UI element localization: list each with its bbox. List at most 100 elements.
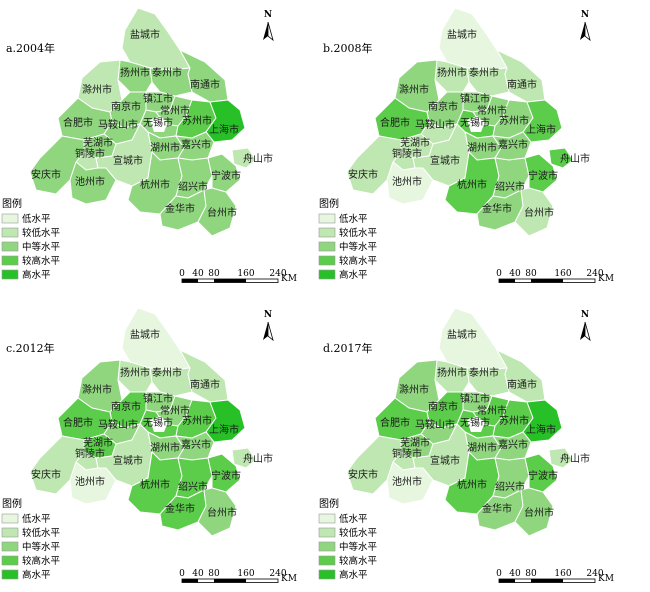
north-arrow-icon: N [263,10,274,42]
city-label: 南通市 [507,78,537,91]
city-label: 池州市 [392,475,422,488]
city-label: 宁波市 [528,469,558,482]
city-region-24 [207,453,241,493]
city-label: 台州市 [524,206,554,219]
legend-label: 较高水平 [339,555,378,567]
city-label: 湖州市 [150,441,180,454]
city-label: 泰州市 [469,366,499,379]
city-label: 嘉兴市 [498,438,528,451]
city-label: 镇江市 [460,92,490,105]
city-label: 滁州市 [82,83,112,96]
city-label: 湖州市 [150,141,180,154]
city-label: 扬州市 [437,366,467,379]
city-label: 扬州市 [120,66,150,79]
city-label: 宣城市 [430,454,460,467]
city-label: 嘉兴市 [181,138,211,151]
city-label: 滁州市 [82,383,112,396]
legend-swatch [1,213,19,224]
scale-tick-label: 240 [269,569,286,579]
scale-tick-label: 240 [586,269,603,279]
city-region-2 [117,359,153,393]
city-label: 南京市 [428,400,458,413]
city-label: 宣城市 [113,454,143,467]
legend-swatch [1,241,19,252]
city-label: 常州市 [160,404,190,417]
city-label: 镇江市 [143,92,173,105]
city-label: 无锡市 [143,116,173,129]
legend-label: 低水平 [339,213,368,225]
legend-label: 较高水平 [22,255,61,267]
legend-label: 中等水平 [22,241,61,253]
city-label: 铜陵市 [392,147,422,160]
scale-unit: KM [598,274,614,284]
city-label: 绍兴市 [495,480,525,493]
city-label: 台州市 [207,206,237,219]
city-label: 铜陵市 [75,147,105,160]
city-label: 马鞍山市 [98,418,138,431]
panel-title: d.2017年 [323,341,373,355]
lake-shape [467,116,485,132]
city-label: 宁波市 [528,169,558,182]
legend-swatch [318,569,336,580]
city-label: 嘉兴市 [498,138,528,151]
city-label: 芜湖市 [83,136,113,149]
city-label: 镇江市 [460,392,490,405]
city-region-18 [548,447,574,469]
legend-label: 低水平 [339,513,368,525]
city-label: 池州市 [75,475,105,488]
legend-swatch [1,541,19,552]
city-region-19 [346,435,402,495]
legend-swatch [1,513,19,524]
scale-tick-label: 160 [237,269,254,279]
city-label: 池州市 [75,175,105,188]
city-label: 常州市 [477,404,507,417]
legend-label: 低水平 [22,513,51,525]
city-label: 南京市 [428,100,458,113]
legend-label: 中等水平 [339,541,378,553]
legend-label: 较高水平 [22,555,61,567]
north-label: N [581,10,589,20]
legend-swatch [1,569,19,580]
city-label: 上海市 [209,123,239,136]
scale-tick-label: 0 [496,569,502,579]
legend-swatch [1,527,19,538]
city-label: 芜湖市 [83,436,113,449]
city-label: 舟山市 [243,452,273,465]
city-region-24 [207,153,241,193]
city-label: 湖州市 [467,141,497,154]
legend-label: 高水平 [339,269,368,281]
city-label: 宣城市 [430,154,460,167]
city-label: 绍兴市 [178,180,208,193]
city-region-18 [548,147,574,169]
city-label: 合肥市 [63,416,93,429]
north-arrow-icon: N [580,10,591,42]
legend-label: 高水平 [22,569,51,581]
legend-swatch [318,541,336,552]
city-label: 南通市 [507,378,537,391]
city-label: 舟山市 [560,152,590,165]
city-label: 无锡市 [460,116,490,129]
scale-tick-label: 80 [525,569,537,579]
scale-tick-label: 40 [509,269,521,279]
city-label: 宣城市 [113,154,143,167]
legend-label: 较低水平 [22,527,61,539]
city-label: 铜陵市 [392,447,422,460]
city-label: 无锡市 [143,416,173,429]
legend-swatch [318,269,336,280]
city-label: 滁州市 [399,383,429,396]
city-label: 南京市 [111,100,141,113]
city-label: 常州市 [477,104,507,117]
city-label: 杭州市 [457,478,487,491]
city-label: 无锡市 [460,416,490,429]
legend-label: 较低水平 [22,227,61,239]
scale-tick-label: 0 [179,569,185,579]
scale-tick-label: 80 [208,569,220,579]
city-label: 泰州市 [152,366,182,379]
legend-label: 高水平 [339,569,368,581]
scale-tick-label: 80 [208,269,220,279]
